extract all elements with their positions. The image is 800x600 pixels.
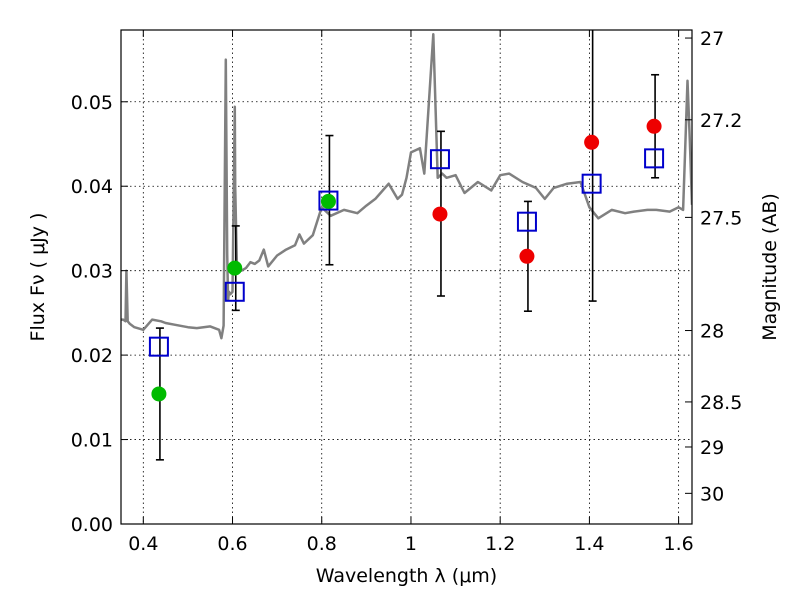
model-square-point bbox=[148, 336, 169, 357]
y2-tick-label: 27.5 bbox=[700, 207, 742, 229]
model-square-point bbox=[581, 173, 602, 194]
y2-tick-label: 27.2 bbox=[700, 110, 742, 132]
observed-green-point bbox=[227, 260, 243, 276]
y2-tick-label: 30 bbox=[700, 483, 724, 505]
error-bar bbox=[588, 30, 597, 302]
plot-frame bbox=[120, 29, 693, 525]
observed-green-point bbox=[151, 386, 167, 402]
y2-tick-label: 29 bbox=[700, 437, 724, 459]
model-square-point bbox=[429, 149, 450, 170]
y-tick-label: 0.03 bbox=[71, 261, 113, 283]
y-tick-label: 0.00 bbox=[71, 514, 113, 536]
model-square-point bbox=[644, 148, 665, 169]
observed-green-point bbox=[320, 193, 336, 209]
observed-red-point bbox=[584, 134, 600, 150]
observed-red-point bbox=[646, 118, 662, 134]
model-square-point bbox=[516, 211, 537, 232]
y-tick-label: 0.01 bbox=[71, 430, 113, 452]
x-tick-label: 0.8 bbox=[307, 533, 337, 555]
grid-lines bbox=[121, 30, 692, 525]
y-axis-label: Flux Fν ( μJy ) bbox=[27, 213, 49, 342]
observed-red-point bbox=[519, 248, 535, 264]
y-tick-label: 0.04 bbox=[71, 176, 113, 198]
y2-tick-label: 28 bbox=[700, 321, 724, 343]
model-square-point bbox=[318, 190, 339, 211]
y2-axis-label: Magnitude (AB) bbox=[759, 193, 781, 341]
observed-red-point bbox=[432, 206, 448, 222]
x-tick-label: 1.4 bbox=[574, 533, 604, 555]
y-tick-label: 0.05 bbox=[71, 92, 113, 114]
y2-tick-label: 27 bbox=[700, 28, 724, 50]
y-tick-label: 0.02 bbox=[71, 345, 113, 367]
y2-tick-label: 28.5 bbox=[700, 392, 742, 414]
model-square-point bbox=[224, 281, 245, 302]
x-tick-label: 1 bbox=[405, 533, 417, 555]
x-tick-label: 0.4 bbox=[128, 533, 158, 555]
plot-area bbox=[121, 30, 692, 461]
x-axis-label: Wavelength λ (μm) bbox=[316, 565, 497, 587]
x-tick-label: 1.2 bbox=[485, 533, 515, 555]
x-tick-label: 1.6 bbox=[664, 533, 694, 555]
x-tick-label: 0.6 bbox=[217, 533, 247, 555]
